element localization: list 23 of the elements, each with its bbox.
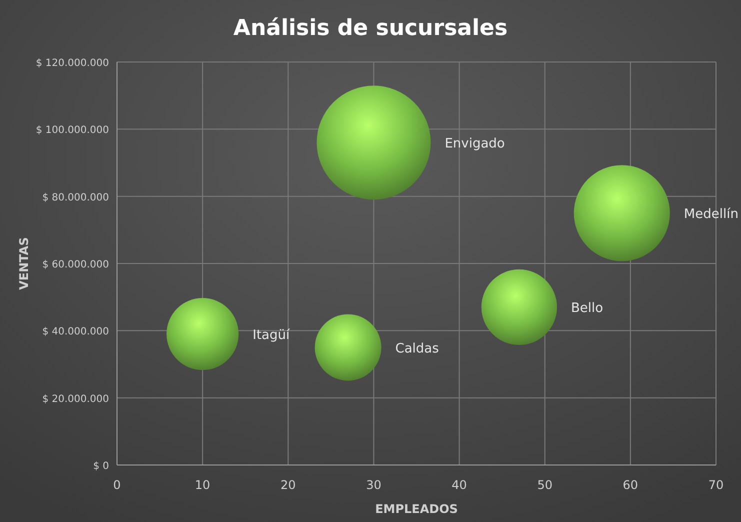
x-tick-label: 30	[366, 478, 382, 492]
x-tick-label: 70	[708, 478, 724, 492]
series-label: Bello	[570, 301, 604, 316]
y-tick-label: $ 100.000.000	[36, 125, 109, 136]
y-tick-label: $ 80.000.000	[42, 192, 109, 204]
y-tick-label: $ 20.000.000	[42, 394, 109, 405]
y-tick-label: $ 0	[93, 461, 109, 472]
x-axis-title: EMPLEADOS	[375, 502, 458, 516]
series-label: Caldas	[395, 341, 440, 356]
series-label: Itagüí	[252, 328, 290, 344]
y-tick-label: $ 60.000.000	[42, 260, 109, 270]
x-tick-label: 10	[194, 478, 210, 492]
y-axis-title: VENTAS	[17, 237, 31, 290]
series-label: Medellín	[684, 207, 738, 222]
x-tick-label: 40	[452, 478, 467, 492]
x-tick-label: 20	[280, 478, 296, 492]
series-label: Envigado	[444, 136, 505, 152]
x-tick-label: 50	[537, 478, 552, 492]
chart-title: Análisis de sucursales	[233, 16, 508, 41]
x-tick-label: 60	[622, 478, 638, 492]
x-tick-label: 0	[113, 478, 121, 492]
y-tick-label: $ 120.000.000	[36, 58, 109, 69]
y-tick-label: $ 40.000.000	[42, 326, 109, 338]
